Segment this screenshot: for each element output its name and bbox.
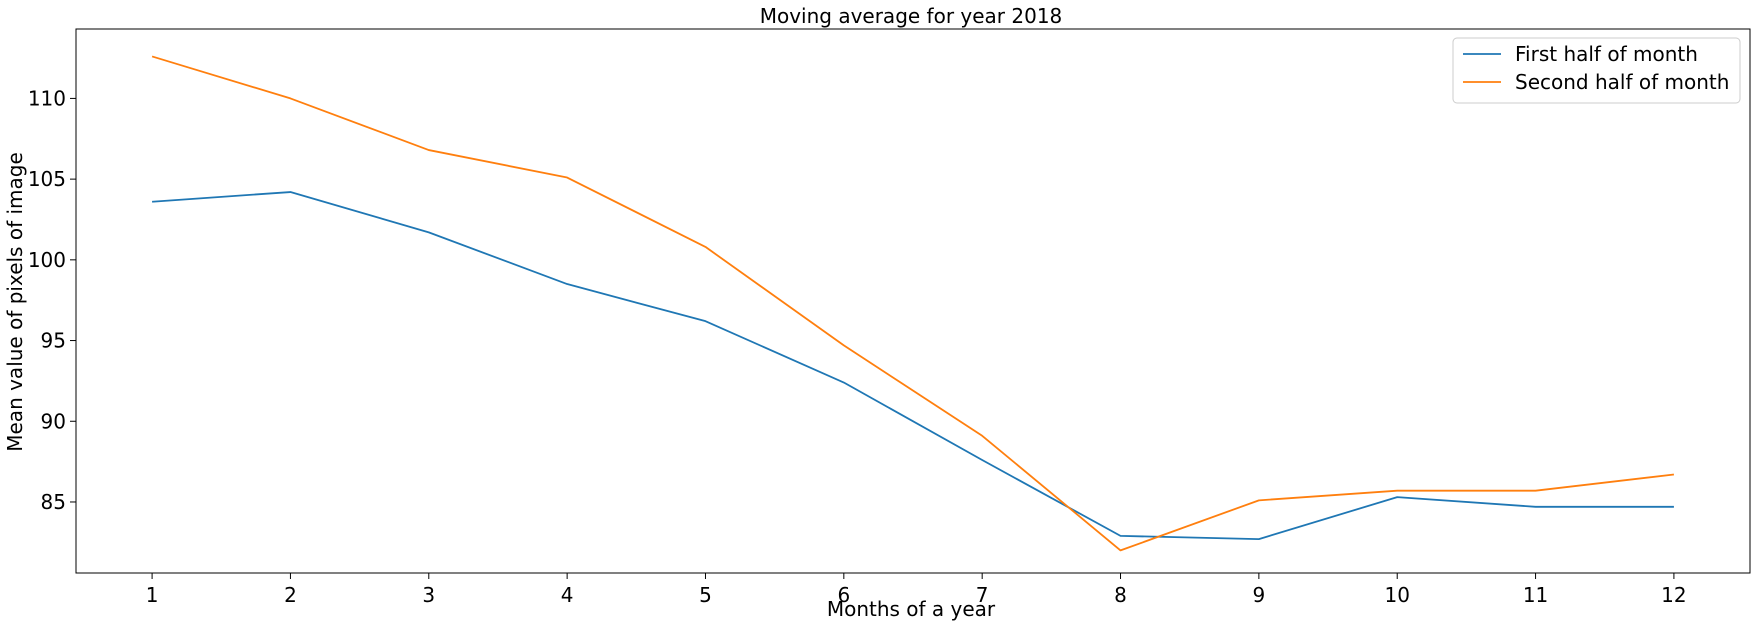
x-tick-label: 4 [561, 583, 574, 607]
legend-item-2: Second half of month [1463, 70, 1729, 94]
series-line [151, 55, 1675, 552]
plot-frame [75, 28, 1751, 574]
y-tick-label: 105 [28, 167, 66, 191]
x-tick-label: 5 [699, 583, 712, 607]
x-tick-label: 8 [1114, 583, 1127, 607]
y-tick-label: 95 [41, 329, 66, 353]
x-axis-title: Months of a year [827, 597, 996, 621]
x-tick-label: 9 [1253, 583, 1266, 607]
y-tick-label: 90 [41, 409, 66, 433]
x-tick-label: 12 [1661, 583, 1686, 607]
plot-background [76, 29, 1750, 573]
x-tick-label: 6 [837, 583, 850, 607]
x-tick-label: 7 [976, 583, 989, 607]
legend: First half of month Second half of month [1452, 37, 1741, 104]
x-tick-label: 1 [146, 583, 159, 607]
y-axis-title: Mean value of pixels of image [3, 152, 27, 452]
y-tick-label: 100 [28, 248, 66, 272]
legend-label: First half of month [1515, 42, 1698, 66]
x-tick-label: 2 [284, 583, 297, 607]
legend-label: Second half of month [1515, 70, 1729, 94]
series-line [152, 191, 1674, 540]
legend-item-1: First half of month [1463, 42, 1698, 66]
chart-title: Moving average for year 2018 [760, 4, 1063, 28]
series-2 [151, 55, 1675, 552]
x-tick-label: 11 [1523, 583, 1548, 607]
series-1 [152, 191, 1674, 540]
y-tick-label: 85 [41, 490, 66, 514]
x-tick-label: 10 [1384, 583, 1409, 607]
y-tick-label: 110 [28, 86, 66, 110]
x-tick-label: 3 [422, 583, 435, 607]
legend-box [1452, 37, 1741, 104]
